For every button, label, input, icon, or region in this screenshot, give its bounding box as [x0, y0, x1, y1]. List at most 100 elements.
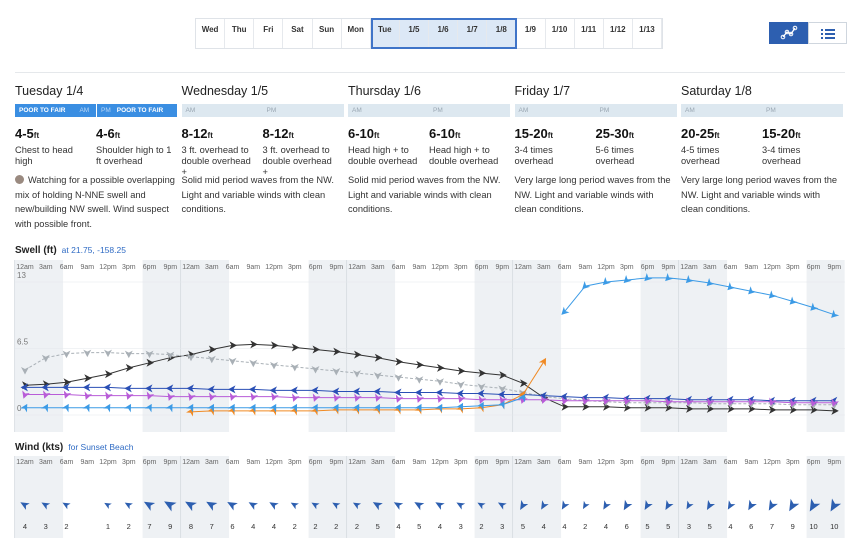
swell-arrow — [40, 403, 49, 413]
wind-speed: 2 — [127, 522, 131, 531]
wind-speed: 5 — [417, 522, 421, 531]
nav-day[interactable]: Fri — [254, 19, 284, 48]
swell-arrow — [206, 403, 215, 413]
swell-arrow — [706, 278, 715, 287]
swell-arrow — [538, 357, 547, 367]
time-label: 9pm — [163, 264, 177, 271]
nav-day[interactable]: Mon — [342, 19, 371, 48]
wind-arrow — [206, 501, 218, 511]
nav-day[interactable]: 1/9 — [516, 19, 546, 48]
divider — [15, 72, 845, 73]
wind-arrow — [352, 502, 362, 510]
unit: ft — [795, 131, 801, 140]
night-shade — [678, 260, 728, 432]
y-tick-label: 13 — [17, 271, 26, 280]
time-label: 6am — [226, 264, 240, 271]
wind-speed: 4 — [562, 522, 566, 531]
night-shade — [640, 456, 679, 538]
swell-arrow — [165, 403, 173, 413]
nav-day[interactable]: 1/11 — [575, 19, 604, 48]
swell-arrow — [248, 385, 257, 394]
wind-speed: 5 — [708, 522, 712, 531]
wind-speed: 2 — [293, 522, 297, 531]
time-label: 3pm — [122, 264, 136, 271]
swell-arrow — [208, 345, 217, 354]
nav-day[interactable]: 1/8 — [487, 19, 517, 48]
wind-location[interactable]: for Sunset Beach — [68, 442, 134, 452]
nav-day[interactable]: 1/7 — [458, 19, 488, 48]
time-label: 6am — [724, 459, 738, 466]
list-view-button[interactable] — [808, 22, 847, 44]
nav-day[interactable]: 1/13 — [633, 19, 662, 48]
swell-arrow — [84, 374, 92, 383]
surf-height: 8-12ft — [263, 125, 340, 143]
nav-day-label: 1/12 — [610, 25, 626, 34]
wind-arrow — [748, 499, 757, 511]
nav-day[interactable]: Tue — [370, 19, 400, 48]
swell-arrow — [373, 372, 382, 380]
wind-arrow — [582, 500, 590, 510]
date-nav: Wed Thu Fri Sat Sun Mon Tue 1/5 1/6 1/7 1/8 1/9 1/10… — [195, 18, 663, 49]
day-column: Wednesday 1/5 AM PM 8-12ft 3 ft. overhead to… — [181, 84, 344, 217]
swell-arrow — [644, 272, 653, 282]
swell-arrow — [437, 363, 445, 372]
swell-arrow — [477, 389, 485, 398]
swell-arrow — [748, 404, 756, 413]
chart-view-button[interactable] — [769, 22, 808, 44]
nav-day[interactable]: Thu — [225, 19, 255, 48]
swell-arrow — [41, 354, 50, 363]
swell-arrow — [126, 391, 134, 400]
swell-arrow — [333, 393, 342, 402]
swell-arrow — [582, 281, 591, 290]
swell-arrow — [476, 401, 484, 411]
nav-day-label: 1/5 — [408, 25, 420, 34]
forecast-note: Solid mid period waves from the NW. Ligh… — [348, 173, 510, 217]
swell-arrow — [167, 392, 176, 401]
nav-day[interactable]: 1/6 — [429, 19, 459, 48]
nav-day[interactable]: 1/12 — [604, 19, 633, 48]
time-label: 9am — [412, 264, 426, 271]
nav-day[interactable]: Wed — [196, 19, 226, 48]
nav-day[interactable]: Sun — [313, 19, 342, 48]
height: 15-20 — [514, 126, 548, 141]
wind-speed: 6 — [625, 522, 629, 531]
nav-day[interactable]: 1/5 — [399, 19, 429, 48]
surf-height: 25-30ft — [596, 125, 673, 143]
swell-arrow — [105, 391, 113, 400]
time-label: 12am — [16, 459, 34, 466]
wind-speed: 2 — [583, 522, 587, 531]
swell-arrow — [228, 357, 237, 366]
nav-day-label: 1/10 — [551, 25, 568, 34]
time-label: 12pm — [265, 459, 283, 466]
swell-arrow — [105, 370, 113, 379]
time-label: 3pm — [620, 264, 634, 271]
swell-line — [24, 352, 835, 406]
swell-location[interactable]: at 21.75, -158.25 — [61, 245, 126, 255]
time-label: 9am — [744, 264, 758, 271]
surf-cell: 15-20ft 3-4 times overhead — [762, 125, 843, 173]
time-label: 6pm — [807, 459, 821, 466]
wind-arrow — [20, 502, 30, 510]
unit: ft — [288, 131, 294, 140]
nav-day[interactable]: Sat — [283, 19, 313, 48]
time-label: 3am — [39, 264, 53, 271]
time-label: 9pm — [495, 264, 509, 271]
wind-arrow — [290, 502, 299, 510]
swell-arrow — [539, 391, 547, 400]
wind-speed: 4 — [251, 522, 255, 531]
time-label: 9am — [246, 459, 260, 466]
swell-arrow — [250, 340, 258, 349]
note-text: Solid mid period waves from the NW. Ligh… — [181, 175, 334, 214]
time-label: 12pm — [763, 459, 781, 466]
swell-header: Swell (ft) at 21.75, -158.25 — [15, 245, 126, 256]
time-label: 12pm — [265, 264, 283, 271]
surf-height: 6-10ft — [429, 125, 506, 143]
height: 4-5 — [15, 126, 34, 141]
swell-arrow — [831, 309, 840, 318]
time-label: 6pm — [475, 264, 489, 271]
nav-day[interactable]: 1/10 — [546, 19, 575, 48]
time-label: 3am — [371, 264, 385, 271]
wind-speed: 4 — [542, 522, 546, 531]
swell-arrow — [63, 378, 71, 387]
swell-arrow — [165, 384, 174, 393]
